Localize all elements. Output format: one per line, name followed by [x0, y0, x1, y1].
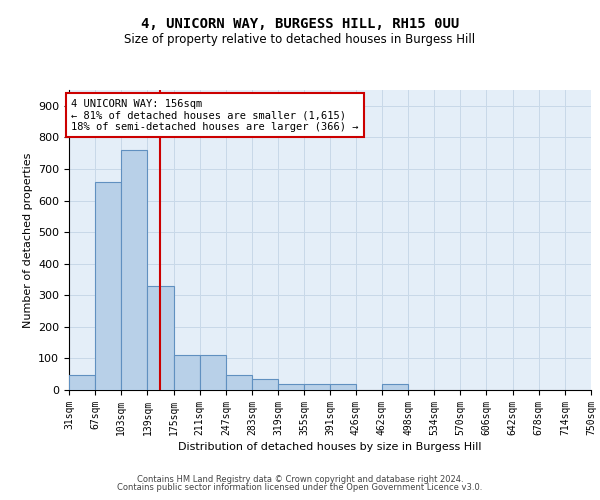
Text: Size of property relative to detached houses in Burgess Hill: Size of property relative to detached ho… — [124, 32, 476, 46]
Text: 4, UNICORN WAY, BURGESS HILL, RH15 0UU: 4, UNICORN WAY, BURGESS HILL, RH15 0UU — [141, 18, 459, 32]
Bar — [252, 379, 278, 390]
Bar — [173, 356, 200, 390]
Bar — [226, 375, 252, 390]
X-axis label: Distribution of detached houses by size in Burgess Hill: Distribution of detached houses by size … — [178, 442, 482, 452]
Text: Contains HM Land Registry data © Crown copyright and database right 2024.: Contains HM Land Registry data © Crown c… — [137, 475, 463, 484]
Bar — [382, 384, 408, 390]
Bar — [331, 384, 356, 390]
Bar — [121, 150, 148, 390]
Bar — [69, 375, 95, 390]
Bar — [278, 384, 304, 390]
Bar — [200, 356, 226, 390]
Text: Contains public sector information licensed under the Open Government Licence v3: Contains public sector information licen… — [118, 484, 482, 492]
Text: 4 UNICORN WAY: 156sqm
← 81% of detached houses are smaller (1,615)
18% of semi-d: 4 UNICORN WAY: 156sqm ← 81% of detached … — [71, 98, 359, 132]
Bar — [148, 286, 173, 390]
Y-axis label: Number of detached properties: Number of detached properties — [23, 152, 32, 328]
Bar — [304, 384, 331, 390]
Bar — [95, 182, 121, 390]
